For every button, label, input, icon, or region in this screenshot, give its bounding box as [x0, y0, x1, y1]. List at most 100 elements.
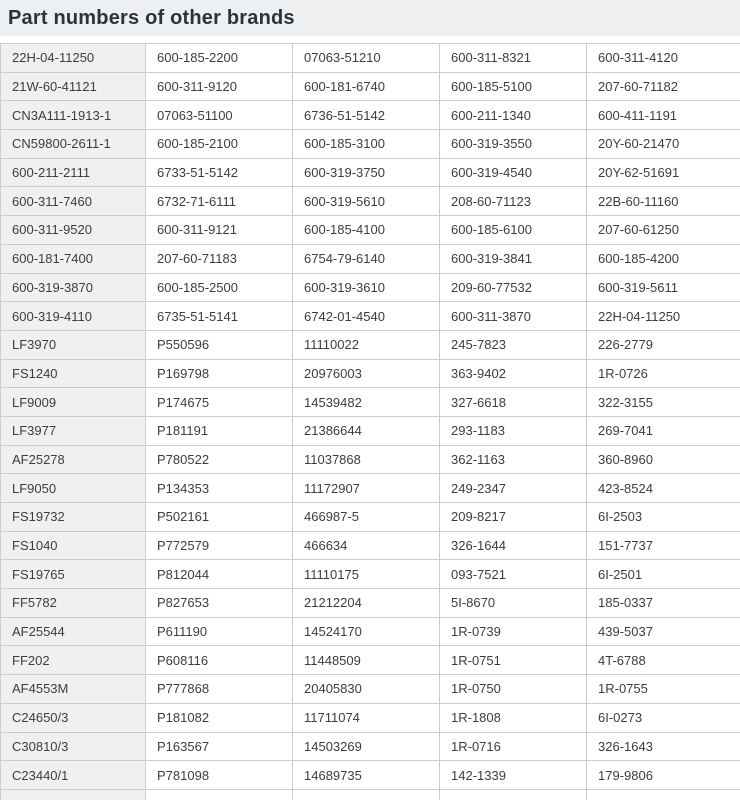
table-row: AF25278 P780522 11037868 362-1163 360-8960 [0, 444, 740, 475]
part-number-cell: 20Y-60-21470 [586, 129, 740, 159]
table-row: LF9009 P174675 14539482 327-6618 322-3155 [0, 387, 740, 417]
part-number-cell: 600-319-3610 [292, 272, 440, 303]
table-row: 600-211-2111 6733-51-5142 600-319-3750 600-… [0, 157, 740, 188]
part-number-cell: 600-319-4540 [439, 157, 587, 188]
part-number-cell: 600-319-5610 [292, 186, 440, 217]
part-number-cell-primary: FS19765 [0, 559, 146, 590]
part-number-cell: 6I-0273 [586, 702, 740, 733]
part-number-cell: P174675 [145, 387, 293, 417]
table-row: CN3A111-1913-1 07063-51100 6736-51-5142 600… [0, 100, 740, 131]
page-header: Part numbers of other brands [0, 0, 740, 36]
part-number-cell: 20Y-62-51691 [586, 157, 740, 188]
part-number-cell: 600-185-4100 [292, 215, 440, 245]
part-number-cell-primary: 600-311-7460 [0, 186, 146, 217]
part-number-cell: P781098 [145, 760, 293, 790]
part-number-cell: P777868 [145, 674, 293, 704]
part-number-cell: 600-311-4120 [586, 43, 740, 73]
part-number-cell: P780522 [145, 444, 293, 475]
part-number-cell: 11110175 [292, 559, 440, 590]
part-number-cell-primary: CN59800-2611-1 [0, 129, 146, 159]
table-row: FS19765 P812044 11110175 093-7521 6I-2501 [0, 559, 740, 590]
table-row: 600-181-7400 207-60-71183 6754-79-6140 600-… [0, 243, 740, 274]
part-number-cell: 600-319-3550 [439, 129, 587, 159]
part-number-cell: 6735-51-5141 [145, 301, 293, 331]
part-number-cell: P611190 [145, 616, 293, 647]
part-number-cell: 1R-0716 [439, 731, 587, 762]
part-number-cell: 6754-79-6140 [292, 243, 440, 274]
part-number-cell: 093-7521 [439, 559, 587, 590]
part-number-cell: 07063-51100 [145, 100, 293, 131]
part-number-cell: 14524170 [292, 616, 440, 647]
part-number-cell: 14539482 [292, 387, 440, 417]
table-row: C24650/3 P181082 11711074 1R-1808 6I-0273 [0, 702, 740, 733]
part-number-cell: P169798 [145, 358, 293, 389]
part-number-cell: 14689735 [292, 760, 440, 790]
table-row: 600-311-7460 6732-71-6111 600-319-5610 208-… [0, 186, 740, 217]
part-number-cell-primary: LF9050 [0, 473, 146, 503]
table-row: 600-311-9520 600-311-9121 600-185-4100 600-… [0, 215, 740, 245]
part-number-cell: 600-319-3750 [292, 157, 440, 188]
table-row: FS1240 P169798 20976003 363-9402 1R-0726 [0, 358, 740, 389]
part-number-cell: 208-60-71123 [439, 186, 587, 217]
part-number-cell: 1R-0751 [439, 645, 587, 676]
part-number-cell: P608116 [145, 645, 293, 676]
part-number-cell: 600-185-2500 [145, 272, 293, 303]
part-number-cell: P502161 [145, 502, 293, 532]
part-number-cell-primary: FF202 [0, 645, 146, 676]
part-number-cell: 600-181-6740 [292, 71, 440, 102]
table-row: C30810/3 P163567 14503269 1R-0716 326-1643 [0, 731, 740, 762]
table-row: 600-319-4110 6735-51-5141 6742-01-4540 600-… [0, 301, 740, 331]
part-number-cell: 209-60-77532 [439, 272, 587, 303]
part-number-cell: 600-411-1191 [586, 100, 740, 131]
part-number-cell: 6736-51-5142 [292, 100, 440, 131]
part-number-cell: 600-311-9121 [145, 215, 293, 245]
part-number-cell-primary: CN3A111-1913-1 [0, 100, 146, 131]
part-number-cell-primary: LF3970 [0, 329, 146, 360]
part-number-cell: P181082 [145, 702, 293, 733]
part-number-cell: 11448509 [292, 645, 440, 676]
part-number-cell: 21386644 [292, 415, 440, 446]
part-number-cell-primary [0, 788, 146, 800]
table-row: LF3977 P181191 21386644 293-1183 269-7041 [0, 415, 740, 446]
part-number-cell: 600-319-5611 [586, 272, 740, 303]
part-number-cell [145, 788, 293, 800]
part-number-cell: 5I-8670 [439, 588, 587, 618]
part-number-cell: P772579 [145, 530, 293, 561]
part-number-cell: 600-185-2100 [145, 129, 293, 159]
table-row: 22H-04-11250 600-185-2200 07063-51210 600-3… [0, 43, 740, 73]
part-number-cell: 22H-04-11250 [586, 301, 740, 331]
table-row: C23440/1 P781098 14689735 142-1339 179-9806 [0, 760, 740, 790]
part-number-cell-primary: AF25278 [0, 444, 146, 475]
part-number-cell: 6742-01-4540 [292, 301, 440, 331]
part-number-cell: 4T-6788 [586, 645, 740, 676]
part-number-cell: P181191 [145, 415, 293, 446]
part-number-cell: 466634 [292, 530, 440, 561]
part-number-cell-primary: 600-211-2111 [0, 157, 146, 188]
part-number-cell: 11711074 [292, 702, 440, 733]
part-number-cell [586, 788, 740, 800]
table-row: FS19732 P502161 466987-5 209-8217 6I-2503 [0, 502, 740, 532]
part-numbers-table: 22H-04-11250 600-185-2200 07063-51210 600-3… [0, 43, 740, 800]
part-number-cell: P550596 [145, 329, 293, 360]
part-number-cell: 600-311-9120 [145, 71, 293, 102]
part-number-cell: P134353 [145, 473, 293, 503]
part-number-cell: 185-0337 [586, 588, 740, 618]
part-number-cell: 21212204 [292, 588, 440, 618]
part-number-cell: 600-185-2200 [145, 43, 293, 73]
part-number-cell: 322-3155 [586, 387, 740, 417]
part-number-cell: 207-60-71182 [586, 71, 740, 102]
part-number-cell-primary: C30810/3 [0, 731, 146, 762]
part-number-cell-primary: LF9009 [0, 387, 146, 417]
part-number-cell: 207-60-61250 [586, 215, 740, 245]
parts-table-body: 22H-04-11250 600-185-2200 07063-51210 600-3… [0, 43, 740, 800]
part-number-cell: 226-2779 [586, 329, 740, 360]
part-number-cell: 207-60-71183 [145, 243, 293, 274]
part-number-cell: 245-7823 [439, 329, 587, 360]
part-number-cell: 6732-71-6111 [145, 186, 293, 217]
part-number-cell [439, 788, 587, 800]
part-number-cell: P827653 [145, 588, 293, 618]
part-number-cell-primary: AF25544 [0, 616, 146, 647]
part-number-cell: 326-1643 [586, 731, 740, 762]
table-row: 21W-60-41121 600-311-9120 600-181-6740 600-… [0, 71, 740, 102]
part-number-cell: 6I-2503 [586, 502, 740, 532]
